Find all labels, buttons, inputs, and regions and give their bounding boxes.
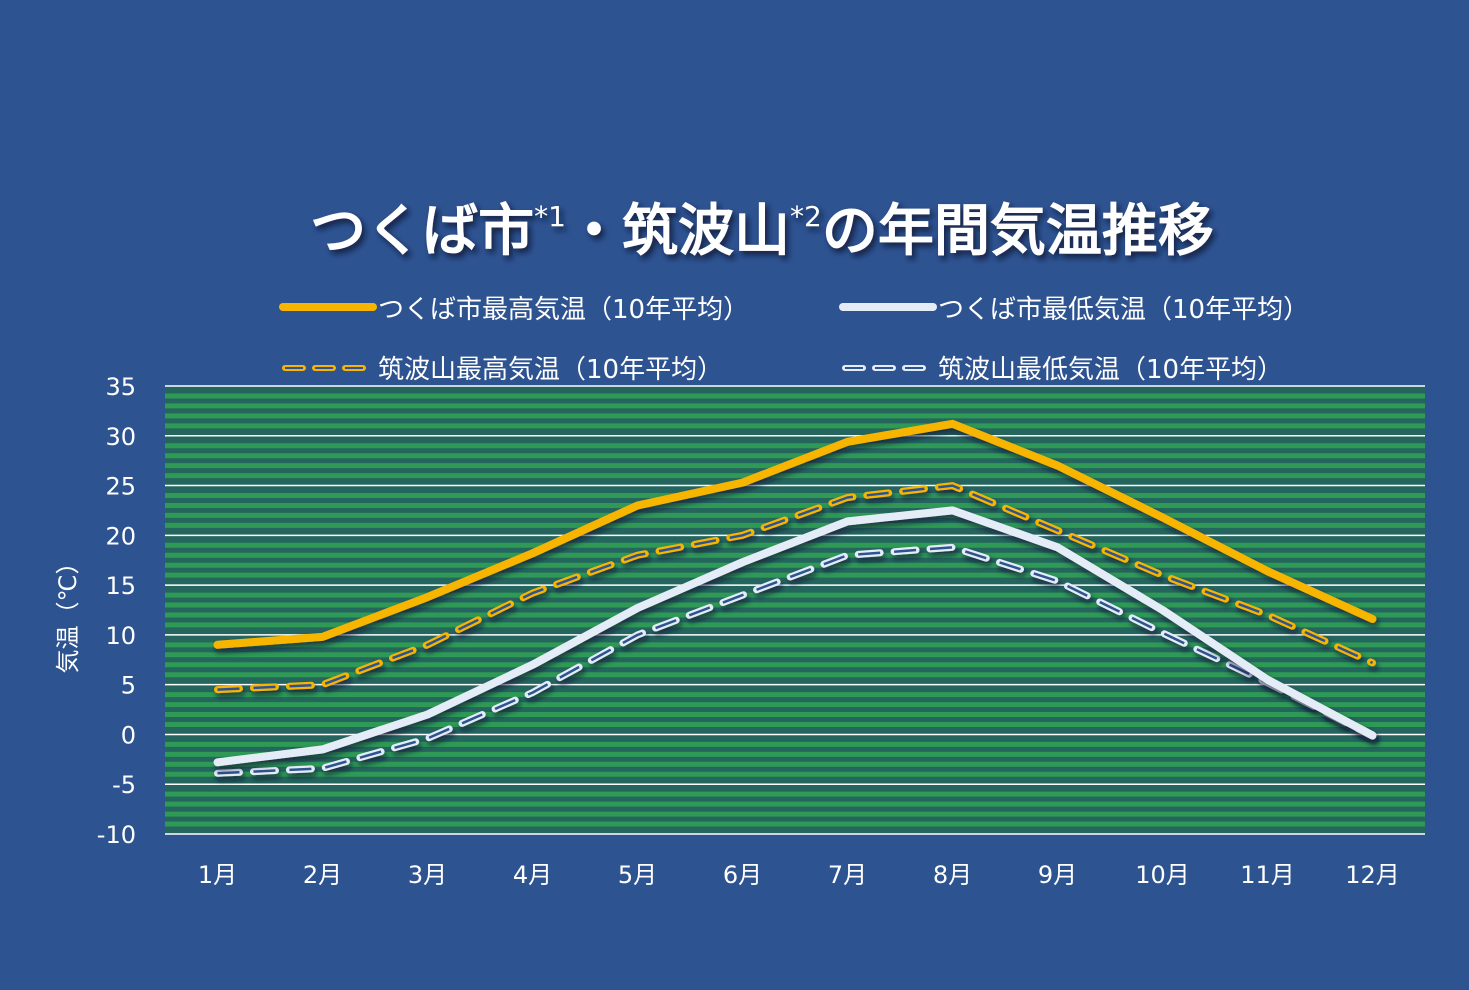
y-tick-label: 0 [121, 721, 136, 749]
title-note-1: *1 [534, 200, 566, 233]
y-axis-label: 気温（℃） [54, 551, 82, 674]
y-tick-label: 30 [105, 423, 136, 451]
title-separator: ・ [566, 199, 622, 264]
x-tick-label: 12月 [1345, 861, 1400, 889]
y-tick-label: 20 [105, 522, 136, 550]
series-tsukubasan-max [214, 482, 1376, 694]
legend-label-tsukubasan-min: 筑波山最低気温（10年平均） [938, 355, 1283, 385]
series-tsukubasan-min-line-inner [217, 546, 1374, 775]
series-tsukuba-max-line [213, 419, 1377, 649]
title-part-tsukuba: つくば市 [310, 199, 534, 264]
gridlines [165, 385, 1425, 835]
y-tick-label: 35 [105, 373, 136, 401]
y-axis-ticks: 35 30 25 20 15 10 5 0 -5 -10 [97, 373, 136, 849]
series-tsukuba-max [213, 419, 1377, 649]
y-tick-label: 25 [105, 473, 136, 501]
y-tick-label: -10 [97, 821, 136, 849]
legend: つくば市最高気温（10年平均） つくば市最低気温（10年平均） 筑波山最高気温（… [279, 295, 1309, 385]
x-tick-label: 2月 [303, 861, 342, 889]
legend-item-tsukubasan-min: 筑波山最低気温（10年平均） [842, 355, 1283, 385]
y-tick-label: 5 [121, 672, 136, 700]
series-lines [213, 419, 1377, 777]
x-tick-label: 11月 [1240, 861, 1295, 889]
x-tick-label: 9月 [1038, 861, 1077, 889]
x-tick-label: 4月 [513, 861, 552, 889]
series-tsukuba-min-line [213, 506, 1377, 767]
legend-label-tsukuba-max: つくば市最高気温（10年平均） [378, 295, 749, 325]
x-tick-label: 7月 [828, 861, 867, 889]
legend-label-tsukuba-min: つくば市最低気温（10年平均） [938, 295, 1309, 325]
y-tick-label: -5 [112, 771, 136, 799]
series-tsukubasan-max-line-inner [217, 484, 1374, 691]
x-tick-label: 10月 [1135, 861, 1190, 889]
y-tick-label: 15 [105, 572, 136, 600]
chart-title: つくば市*1・筑波山*2の年間気温推移 [310, 199, 1214, 264]
legend-label-tsukubasan-max: 筑波山最高気温（10年平均） [378, 355, 723, 385]
series-tsukubasan-min [214, 543, 1376, 777]
legend-item-tsukubasan-max: 筑波山最高気温（10年平均） [282, 355, 723, 385]
x-tick-label: 3月 [408, 861, 447, 889]
title-part-tsukubasan: 筑波山 [622, 199, 790, 264]
x-tick-label: 6月 [723, 861, 762, 889]
x-tick-label: 1月 [198, 861, 237, 889]
x-tick-label: 8月 [933, 861, 972, 889]
series-tsukuba-min [213, 506, 1377, 767]
y-tick-label: 10 [105, 622, 136, 650]
legend-item-tsukuba-min: つくば市最低気温（10年平均） [839, 295, 1309, 325]
x-tick-label: 5月 [618, 861, 657, 889]
plot-area [165, 386, 1425, 834]
legend-item-tsukuba-max: つくば市最高気温（10年平均） [279, 295, 749, 325]
title-part-rest: の年間気温推移 [822, 199, 1214, 264]
x-axis-ticks: 1月 2月 3月 4月 5月 6月 7月 8月 9月 10月 11月 12月 [198, 861, 1400, 889]
title-note-2: *2 [790, 200, 822, 233]
